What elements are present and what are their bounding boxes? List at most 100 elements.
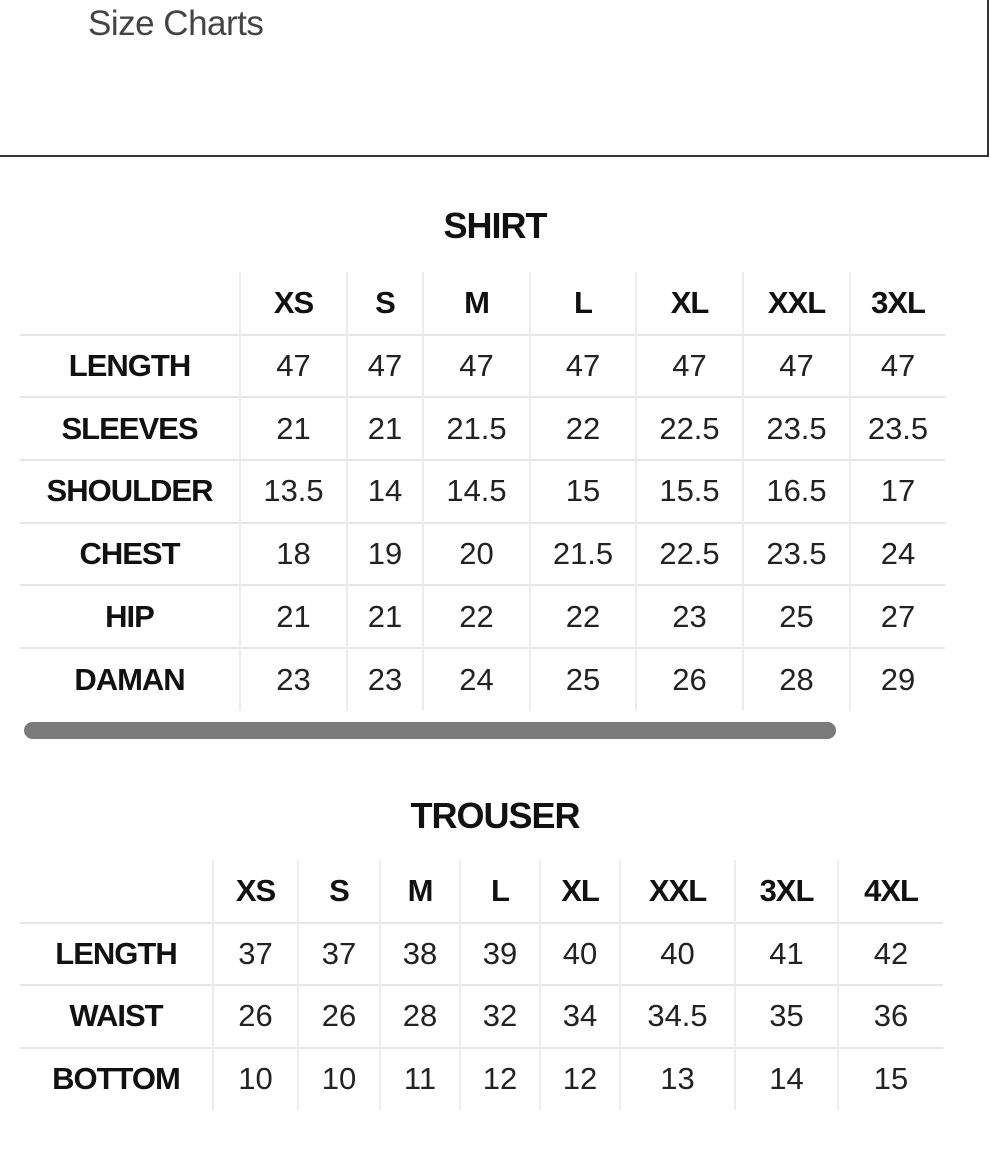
measurement-cell: 14 <box>734 1046 838 1110</box>
size-header: S <box>297 860 380 923</box>
measurement-cell: 17 <box>849 459 945 523</box>
measurement-cell: 19 <box>346 521 423 586</box>
measurement-cell: 13.5 <box>239 459 347 523</box>
measurement-cell: 47 <box>529 333 636 398</box>
row-label: WAIST <box>20 984 213 1048</box>
measurement-cell: 24 <box>849 521 945 586</box>
trouser-size-table: XS S M L XL XXL 3XL 4XL LENGTH 37 37 38 39 40 40 41 42 WA… <box>20 860 943 1110</box>
measurement-cell: 47 <box>422 333 530 398</box>
measurement-cell: 21.5 <box>422 396 530 461</box>
size-header: L <box>459 860 540 923</box>
row-label: CHEST <box>20 521 240 586</box>
size-header: 3XL <box>734 860 838 923</box>
measurement-cell: 40 <box>539 921 620 985</box>
size-header: XL <box>539 860 620 923</box>
measurement-cell: 28 <box>742 647 850 711</box>
row-label: DAMAN <box>20 647 240 711</box>
header-row: XS S M L XL XXL 3XL 4XL <box>20 860 943 923</box>
measurement-cell: 23.5 <box>742 521 850 586</box>
measurement-cell: 23 <box>346 647 423 711</box>
measurement-cell: 47 <box>346 333 423 398</box>
measurement-cell: 26 <box>635 647 743 711</box>
size-header: L <box>529 272 636 335</box>
size-header: M <box>379 860 460 923</box>
measurement-cell: 41 <box>734 921 838 985</box>
measurement-cell: 47 <box>742 333 850 398</box>
measurement-cell: 15 <box>837 1046 943 1110</box>
measurement-cell: 24 <box>422 647 530 711</box>
size-header: XXL <box>619 860 735 923</box>
size-header: XS <box>239 272 347 335</box>
row-label: HIP <box>20 584 240 649</box>
row-label: SLEEVES <box>20 396 240 461</box>
measurement-cell: 38 <box>379 921 460 985</box>
table-row: WAIST 26 26 28 32 34 34.5 35 36 <box>20 984 943 1048</box>
measurement-cell: 34 <box>539 984 620 1048</box>
page-title: Size Charts <box>88 4 264 43</box>
size-header: XS <box>212 860 298 923</box>
measurement-cell: 21 <box>239 396 347 461</box>
measurement-cell: 40 <box>619 921 735 985</box>
measurement-cell: 20 <box>422 521 530 586</box>
size-header: S <box>346 272 423 335</box>
measurement-cell: 21 <box>346 584 423 649</box>
measurement-cell: 39 <box>459 921 540 985</box>
size-header: XXL <box>742 272 850 335</box>
measurement-cell: 37 <box>297 921 380 985</box>
table-row: HIP 21 21 22 22 23 25 27 <box>20 584 945 649</box>
measurement-cell: 36 <box>837 984 943 1048</box>
table-row: SHOULDER 13.5 14 14.5 15 15.5 16.5 17 <box>20 459 945 523</box>
measurement-cell: 22.5 <box>635 396 743 461</box>
measurement-cell: 18 <box>239 521 347 586</box>
header-panel: Size Charts <box>0 0 989 157</box>
measurement-cell: 14 <box>346 459 423 523</box>
measurement-cell: 12 <box>539 1046 620 1110</box>
measurement-cell: 32 <box>459 984 540 1048</box>
measurement-cell: 47 <box>849 333 945 398</box>
measurement-cell: 22 <box>529 584 636 649</box>
size-header: XL <box>635 272 743 335</box>
measurement-cell: 23.5 <box>849 396 945 461</box>
measurement-cell: 47 <box>239 333 347 398</box>
measurement-cell: 15 <box>529 459 636 523</box>
trouser-title: TROUSER <box>410 795 580 836</box>
measurement-cell: 13 <box>619 1046 735 1110</box>
size-header: 4XL <box>837 860 943 923</box>
corner-cell <box>20 860 213 923</box>
row-label: BOTTOM <box>20 1046 213 1110</box>
horizontal-scrollbar[interactable] <box>24 722 836 739</box>
measurement-cell: 47 <box>635 333 743 398</box>
row-label: LENGTH <box>20 333 240 398</box>
measurement-cell: 15.5 <box>635 459 743 523</box>
table-row: CHEST 18 19 20 21.5 22.5 23.5 24 <box>20 521 945 586</box>
row-label: SHOULDER <box>20 459 240 523</box>
measurement-cell: 10 <box>212 1046 298 1110</box>
measurement-cell: 21.5 <box>529 521 636 586</box>
measurement-cell: 21 <box>346 396 423 461</box>
measurement-cell: 35 <box>734 984 838 1048</box>
measurement-cell: 23 <box>635 584 743 649</box>
measurement-cell: 23.5 <box>742 396 850 461</box>
measurement-cell: 28 <box>379 984 460 1048</box>
measurement-cell: 22.5 <box>635 521 743 586</box>
size-header: M <box>422 272 530 335</box>
shirt-size-table: XS S M L XL XXL 3XL LENGTH 47 47 47 47 47 47 47 SLEEVES… <box>20 272 945 711</box>
measurement-cell: 42 <box>837 921 943 985</box>
measurement-cell: 26 <box>212 984 298 1048</box>
table-row: DAMAN 23 23 24 25 26 28 29 <box>20 647 945 711</box>
measurement-cell: 23 <box>239 647 347 711</box>
header-row: XS S M L XL XXL 3XL <box>20 272 945 335</box>
measurement-cell: 11 <box>379 1046 460 1110</box>
measurement-cell: 25 <box>529 647 636 711</box>
measurement-cell: 21 <box>239 584 347 649</box>
row-label: LENGTH <box>20 921 213 985</box>
table-row: LENGTH 47 47 47 47 47 47 47 <box>20 333 945 398</box>
measurement-cell: 25 <box>742 584 850 649</box>
measurement-cell: 37 <box>212 921 298 985</box>
shirt-title: SHIRT <box>443 205 548 246</box>
measurement-cell: 29 <box>849 647 945 711</box>
table-row: SLEEVES 21 21 21.5 22 22.5 23.5 23.5 <box>20 396 945 461</box>
measurement-cell: 34.5 <box>619 984 735 1048</box>
measurement-cell: 27 <box>849 584 945 649</box>
measurement-cell: 16.5 <box>742 459 850 523</box>
